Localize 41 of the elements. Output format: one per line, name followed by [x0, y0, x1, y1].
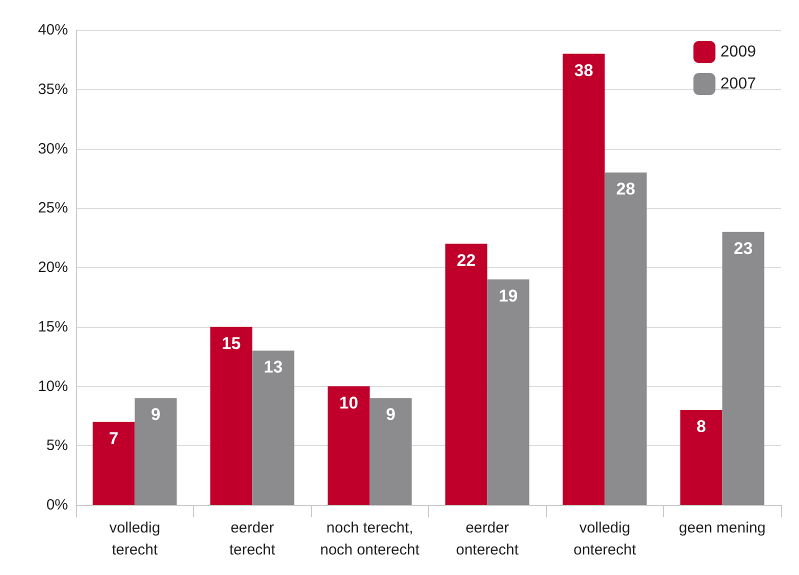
data-label: 15	[222, 334, 241, 353]
x-tick-label: eerder onterecht	[456, 520, 520, 558]
bar	[445, 244, 488, 505]
bar	[328, 386, 370, 505]
bar	[370, 398, 412, 505]
bar	[604, 172, 647, 505]
y-tick-label: 25%	[38, 200, 68, 217]
y-tick-label: 35%	[38, 80, 68, 98]
data-label: 8	[696, 417, 706, 436]
data-label: 7	[109, 428, 118, 448]
y-tick-label: 10%	[38, 378, 68, 395]
bar	[92, 422, 135, 505]
data-label: 38	[574, 60, 594, 80]
legend-label: 2009	[720, 44, 756, 60]
legend-label: 2007	[720, 76, 756, 92]
data-label: 28	[616, 180, 636, 198]
data-label: 23	[734, 238, 753, 258]
data-label: 10	[339, 393, 358, 412]
y-tick-label: 5%	[46, 437, 68, 454]
x-tick-label: volledig terecht	[109, 520, 160, 558]
bar	[252, 350, 294, 505]
y-tick-label: 30%	[38, 140, 68, 158]
bar	[562, 54, 605, 505]
data-label: 9	[151, 405, 160, 424]
y-tick-label: 40%	[38, 22, 68, 38]
bar	[680, 410, 722, 505]
bar	[722, 232, 764, 505]
data-label: 22	[456, 250, 476, 270]
bar	[487, 279, 530, 505]
y-tick-label: 20%	[38, 259, 68, 276]
x-tick-label: noch terecht, noch onterecht	[320, 520, 420, 558]
x-tick-label: geen mening	[678, 520, 766, 536]
y-tick-label: 15%	[38, 318, 68, 336]
data-label: 13	[264, 358, 283, 377]
data-label: 9	[386, 405, 396, 424]
bar	[210, 326, 252, 505]
bar	[134, 398, 177, 505]
x-tick-label: volledig onterecht	[573, 520, 637, 558]
data-label: 19	[498, 286, 518, 306]
y-tick-label: 0%	[46, 496, 68, 514]
x-tick-label: eerder terecht	[229, 520, 276, 558]
